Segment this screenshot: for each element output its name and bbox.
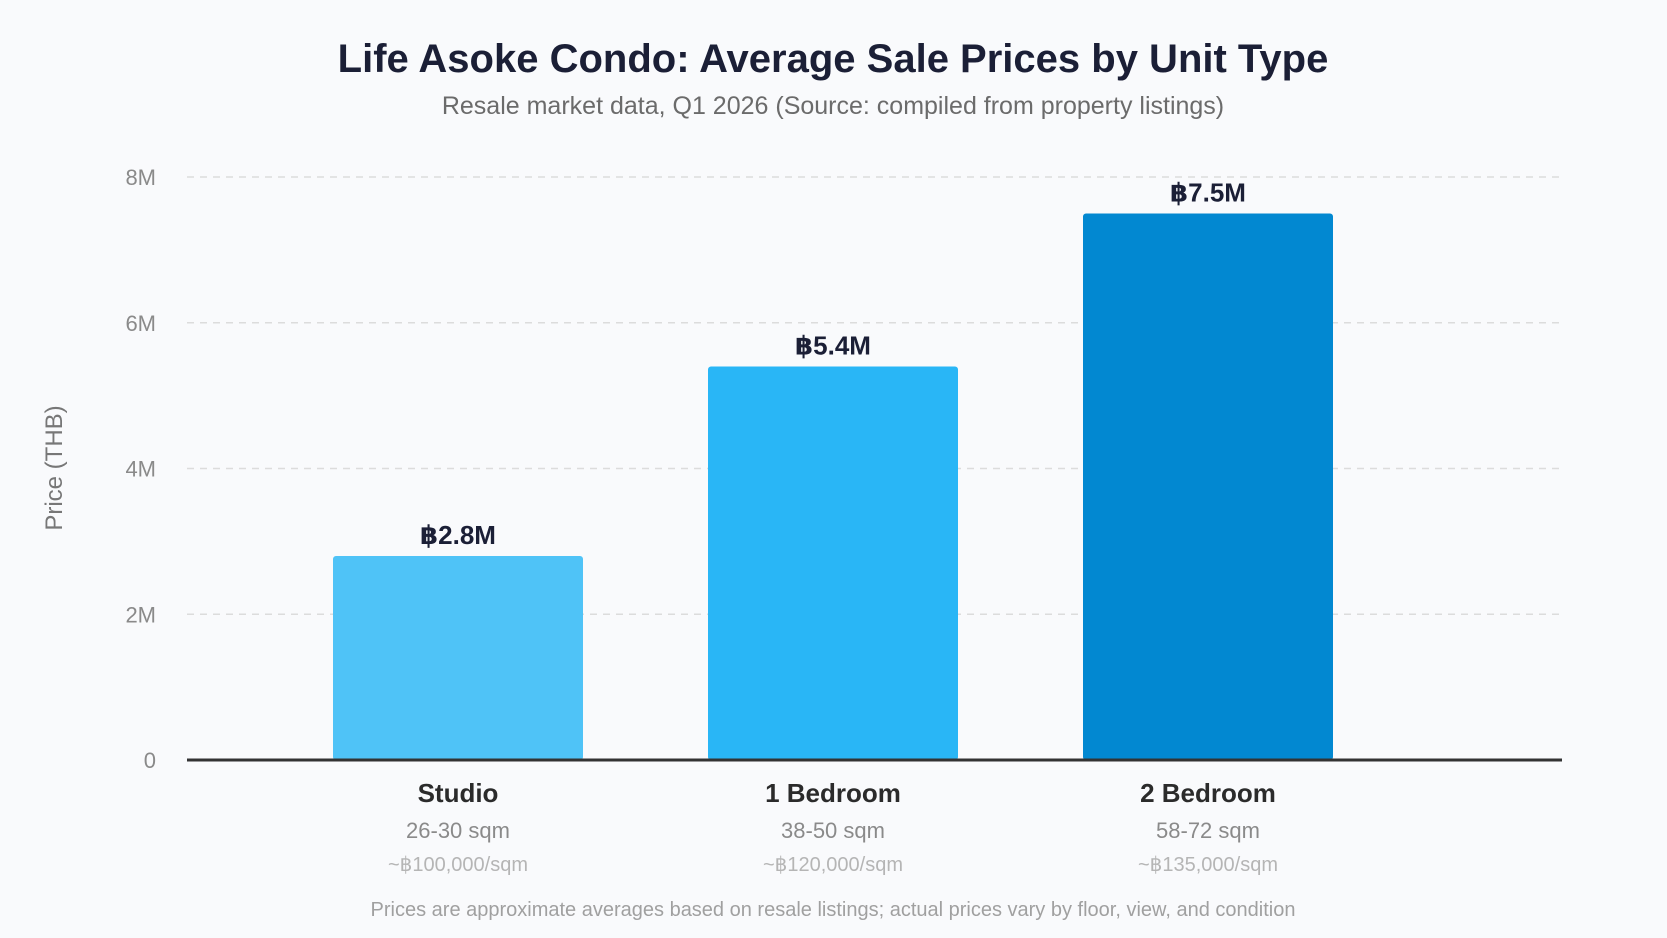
category-price-per-sqm-label: ~฿120,000/sqm (763, 854, 903, 876)
y-tick-label: 4M (125, 457, 156, 482)
bar-value-label: ฿5.4M (795, 330, 871, 360)
footnote: Prices are approximate averages based on… (371, 899, 1296, 921)
category-size-label: 58-72 sqm (1156, 818, 1260, 843)
y-tick-label: 0 (144, 748, 156, 773)
x-axis-categories: Studio 26-30 sqm ~฿100,000/sqm 1 Bedroom 38-… (388, 778, 1278, 876)
y-tick-label: 2M (125, 602, 156, 627)
x-tick-label: 2 Bedroom (1140, 778, 1276, 808)
category-price-per-sqm-label: ~฿100,000/sqm (388, 854, 528, 876)
bar (333, 555, 583, 760)
category-price-per-sqm-label: ~฿135,000/sqm (1138, 854, 1278, 876)
x-tick-label: Studio (418, 778, 499, 808)
x-tick-label: 1 Bedroom (765, 778, 901, 808)
data-labels: ฿2.8M ฿5.4M ฿7.5M (420, 177, 1246, 550)
bar-value-label: ฿7.5M (1170, 177, 1246, 207)
category-size-label: 26-30 sqm (406, 818, 510, 843)
y-axis-label: Price (THB) (41, 405, 68, 530)
chart-subtitle: Resale market data, Q1 2026 (Source: com… (442, 92, 1224, 120)
category-size-label: 38-50 sqm (781, 818, 885, 843)
bars (333, 213, 1333, 760)
y-axis-ticks: 0 2M 4M 6M 8M (125, 165, 156, 773)
chart-title: Life Asoke Condo: Average Sale Prices by… (338, 37, 1329, 81)
y-tick-label: 8M (125, 165, 156, 190)
y-tick-label: 6M (125, 311, 156, 336)
bar-value-label: ฿2.8M (420, 520, 496, 550)
bar (1083, 213, 1333, 760)
bar (708, 366, 958, 760)
